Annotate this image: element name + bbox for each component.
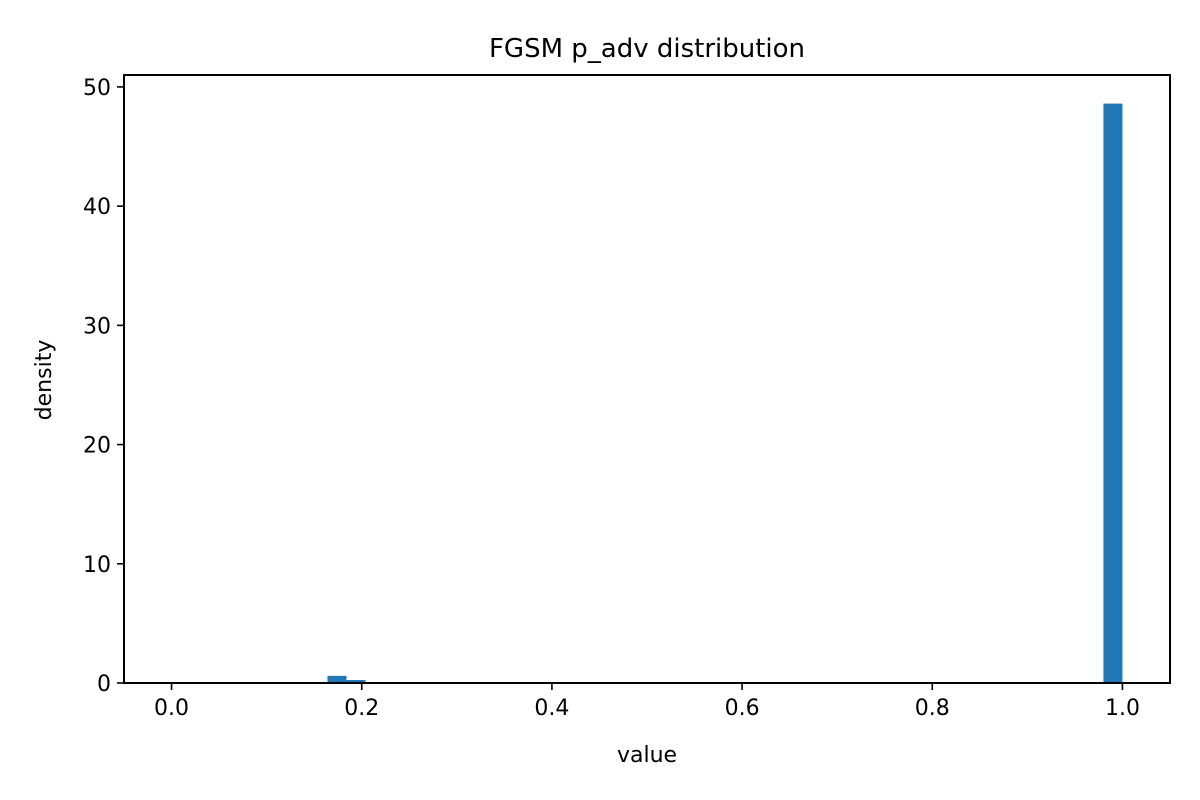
y-tick-label: 20 (83, 434, 111, 459)
x-tick-label: 0.4 (534, 696, 569, 721)
histogram-bar (327, 675, 347, 683)
y-tick-label: 0 (97, 672, 111, 697)
plot-area: 0.0 0.2 0.4 0.6 0.8 1.0 0 10 20 30 40 50 (83, 74, 1171, 721)
chart-title: FGSM p_adv distribution (489, 34, 805, 64)
histogram-bar (346, 680, 366, 683)
axes-frame (123, 74, 1171, 684)
x-tick-label: 1.0 (1105, 696, 1140, 721)
y-tick-label: 10 (83, 553, 111, 578)
y-tick-label: 30 (83, 314, 111, 339)
y-tick-label: 50 (83, 76, 111, 101)
y-tick-label: 40 (83, 195, 111, 220)
x-tick-label: 0.8 (915, 696, 950, 721)
x-axis-title: value (617, 743, 677, 768)
x-tick-label: 0.6 (725, 696, 760, 721)
x-tick-label: 0.0 (154, 696, 189, 721)
histogram-bar (1103, 103, 1123, 684)
y-axis-title: density (32, 340, 57, 421)
x-tick-label: 0.2 (344, 696, 379, 721)
